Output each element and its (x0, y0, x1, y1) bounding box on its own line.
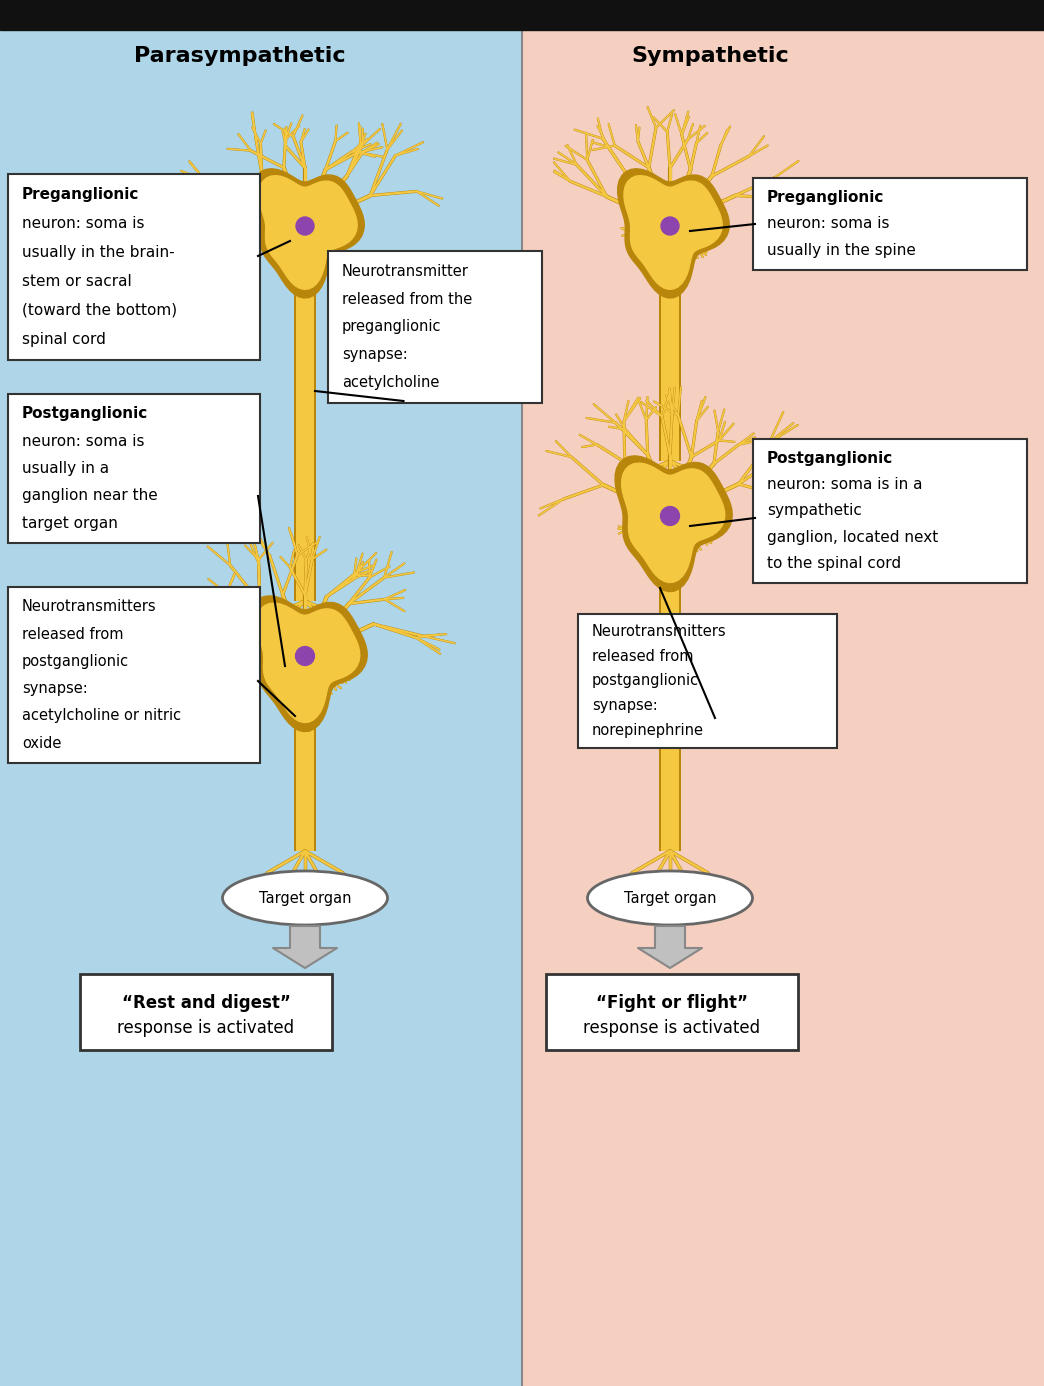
Text: acetylcholine: acetylcholine (342, 376, 440, 391)
Polygon shape (615, 456, 732, 592)
Text: neuron: soma is: neuron: soma is (22, 434, 144, 449)
Bar (0, 0, 1044, 30)
Text: neuron: soma is: neuron: soma is (767, 216, 889, 231)
Text: target organ: target organ (22, 516, 118, 531)
Text: synapse:: synapse: (342, 348, 408, 362)
Bar (293, 256, 316, 602)
Bar (659, 256, 681, 462)
Text: ganglion, located next: ganglion, located next (767, 529, 939, 545)
FancyBboxPatch shape (753, 439, 1027, 584)
Text: Neurotransmitters: Neurotransmitters (592, 625, 727, 639)
Text: preganglionic: preganglionic (342, 320, 442, 334)
Polygon shape (272, 926, 337, 967)
Text: released from: released from (22, 626, 123, 642)
Text: neuron: soma is: neuron: soma is (22, 216, 144, 231)
Text: synapse:: synapse: (592, 699, 658, 712)
Polygon shape (618, 169, 730, 298)
Text: Postganglionic: Postganglionic (767, 450, 894, 466)
Text: to the spinal cord: to the spinal cord (767, 556, 901, 571)
Text: norepinephrine: norepinephrine (592, 722, 704, 737)
Text: Postganglionic: Postganglionic (22, 406, 148, 421)
Ellipse shape (295, 646, 314, 665)
Text: Sympathetic: Sympathetic (632, 46, 789, 67)
FancyBboxPatch shape (8, 394, 260, 543)
Text: oxide: oxide (22, 736, 62, 751)
Text: acetylcholine or nitric: acetylcholine or nitric (22, 708, 181, 723)
Bar (661, 256, 679, 462)
Bar (0, 0, 522, 1386)
Text: usually in the brain-: usually in the brain- (22, 245, 174, 261)
Text: ganglion near the: ganglion near the (22, 488, 158, 503)
Text: usually in the spine: usually in the spine (767, 243, 916, 258)
Text: (toward the bottom): (toward the bottom) (22, 302, 177, 317)
Polygon shape (251, 596, 367, 732)
FancyBboxPatch shape (578, 614, 837, 748)
Text: synapse:: synapse: (22, 681, 88, 696)
Bar (293, 687, 316, 851)
Polygon shape (638, 926, 702, 967)
Bar (296, 687, 314, 851)
Polygon shape (621, 463, 725, 582)
Text: released from the: released from the (342, 291, 472, 306)
Text: neuron: soma is in a: neuron: soma is in a (767, 477, 923, 492)
Polygon shape (259, 176, 357, 290)
Text: “Rest and digest”: “Rest and digest” (121, 994, 290, 1012)
Bar (296, 256, 314, 602)
Ellipse shape (222, 870, 387, 924)
Text: spinal cord: spinal cord (22, 331, 105, 346)
Bar (659, 547, 681, 851)
Text: postganglionic: postganglionic (22, 654, 129, 669)
Text: stem or sacral: stem or sacral (22, 274, 132, 288)
Text: Preganglionic: Preganglionic (22, 187, 140, 202)
Text: sympathetic: sympathetic (767, 503, 862, 518)
Ellipse shape (661, 506, 680, 525)
Text: Neurotransmitter: Neurotransmitter (342, 263, 469, 279)
Text: response is activated: response is activated (117, 1019, 294, 1037)
Ellipse shape (661, 218, 679, 236)
FancyBboxPatch shape (753, 177, 1027, 270)
Text: Preganglionic: Preganglionic (767, 190, 884, 205)
Text: usually in a: usually in a (22, 462, 110, 475)
Polygon shape (624, 176, 722, 290)
Text: response is activated: response is activated (584, 1019, 761, 1037)
Text: Neurotransmitters: Neurotransmitters (22, 599, 157, 614)
FancyBboxPatch shape (8, 175, 260, 360)
FancyBboxPatch shape (8, 588, 260, 764)
Text: postganglionic: postganglionic (592, 674, 699, 689)
Ellipse shape (296, 218, 314, 236)
Bar (522, 0, 1044, 1386)
FancyBboxPatch shape (328, 251, 542, 403)
Text: released from: released from (592, 649, 693, 664)
Polygon shape (257, 603, 360, 722)
FancyBboxPatch shape (80, 974, 332, 1051)
Bar (661, 547, 679, 851)
Text: Target organ: Target organ (259, 890, 351, 905)
FancyBboxPatch shape (546, 974, 798, 1051)
Text: Target organ: Target organ (623, 890, 716, 905)
Polygon shape (253, 169, 364, 298)
Text: Parasympathetic: Parasympathetic (135, 46, 346, 67)
Ellipse shape (588, 870, 753, 924)
Text: “Fight or flight”: “Fight or flight” (596, 994, 748, 1012)
